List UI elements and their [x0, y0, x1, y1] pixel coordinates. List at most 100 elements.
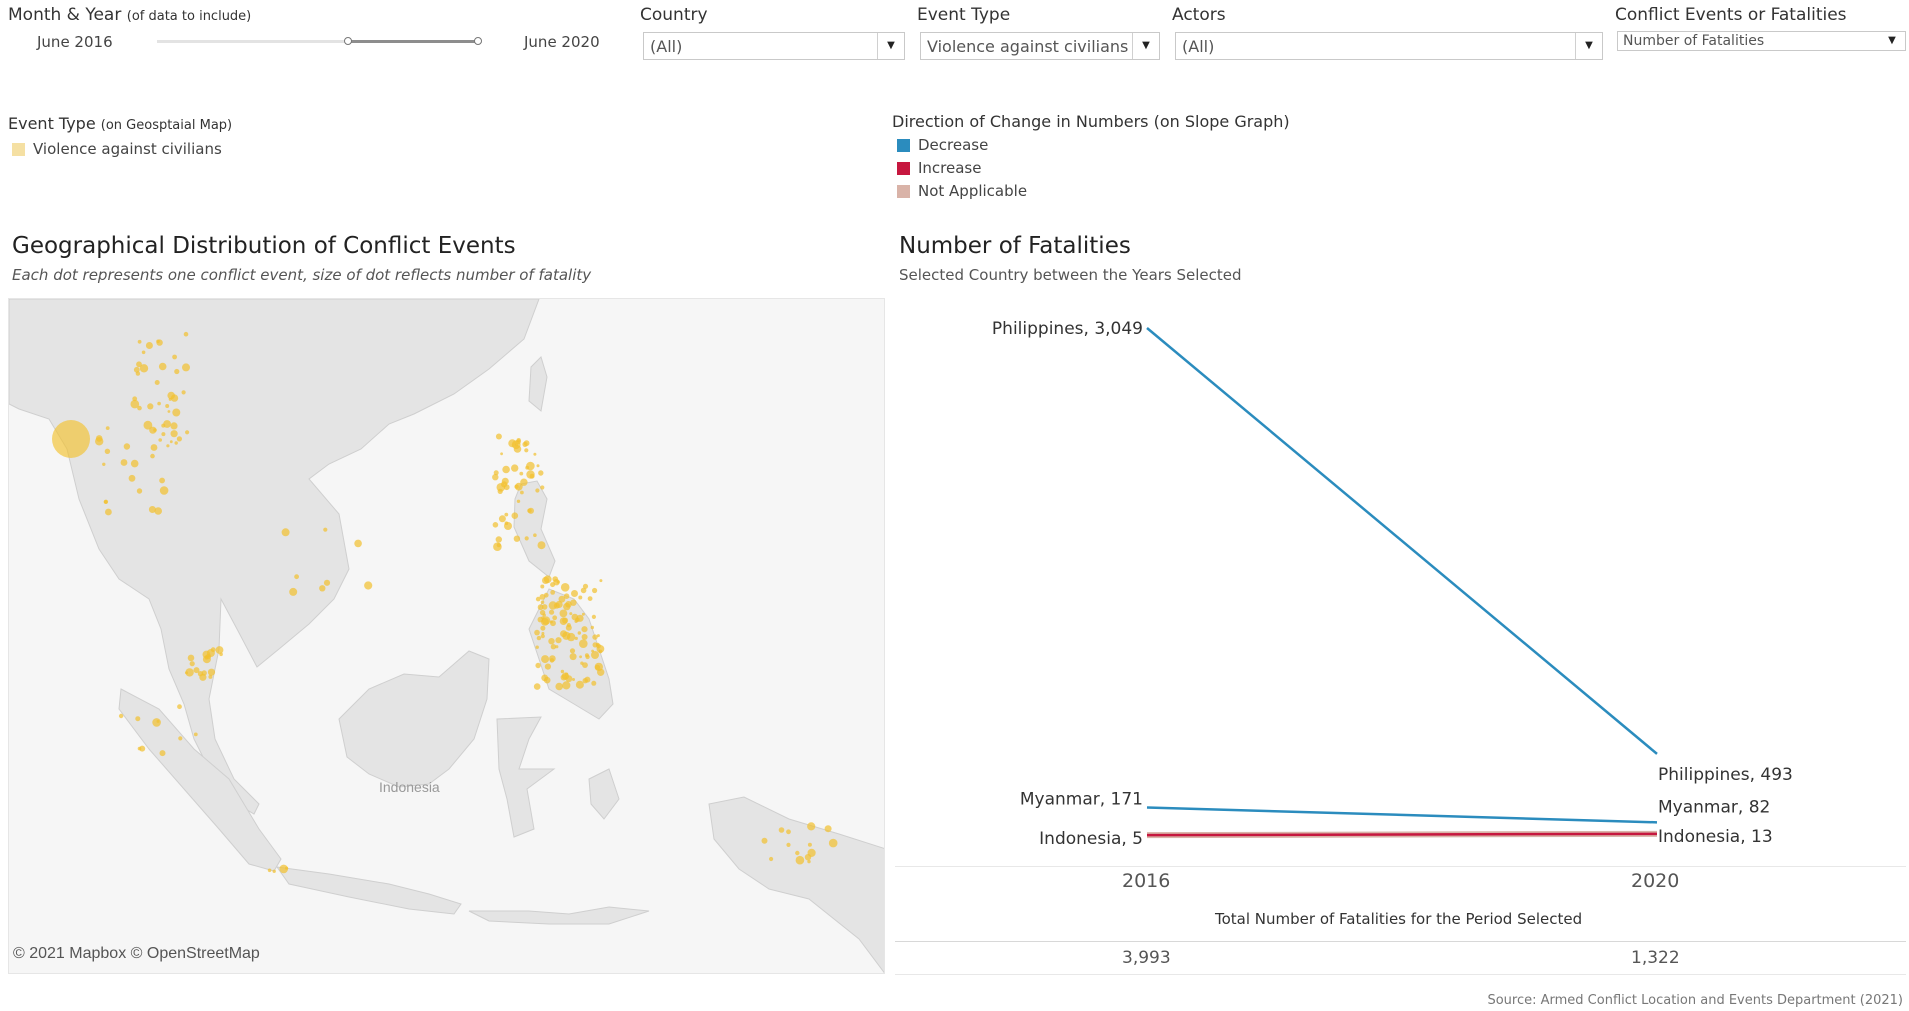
conflict-event-dot[interactable] [565, 624, 572, 631]
conflict-event-dot[interactable] [158, 362, 167, 371]
conflict-event-dot[interactable] [541, 616, 545, 620]
conflict-event-dot[interactable] [137, 339, 142, 344]
conflict-event-dot[interactable] [181, 390, 186, 395]
conflict-event-dot[interactable] [166, 444, 170, 448]
conflict-event-dot[interactable] [569, 612, 573, 616]
conflict-event-dot[interactable] [170, 430, 178, 438]
conflict-event-dot[interactable] [492, 522, 499, 528]
conflict-event-dot[interactable] [514, 484, 519, 489]
conflict-event-dot[interactable] [176, 436, 182, 442]
conflict-event-dot[interactable] [323, 579, 331, 586]
conflict-event-dot[interactable] [524, 536, 529, 541]
conflict-event-dot[interactable] [543, 676, 551, 684]
conflict-event-dot[interactable] [156, 339, 160, 344]
chevron-down-icon[interactable]: ▼ [1575, 33, 1602, 59]
conflict-event-dot[interactable] [513, 535, 521, 542]
conflict-event-dot[interactable] [592, 587, 598, 594]
conflict-event-dot[interactable] [542, 613, 546, 617]
conflict-event-dot[interactable] [520, 478, 528, 486]
conflict-event-dot[interactable] [524, 448, 529, 453]
conflict-event-dot[interactable] [139, 364, 149, 373]
conflict-event-dot[interactable] [158, 438, 162, 442]
conflict-event-dot[interactable] [540, 584, 545, 589]
conflict-event-dot[interactable] [537, 541, 546, 550]
conflict-event-dot[interactable] [533, 533, 537, 537]
conflict-event-dot[interactable] [511, 512, 519, 519]
conflict-event-dot[interactable] [550, 590, 556, 595]
conflict-event-dot[interactable] [569, 648, 576, 654]
conflict-event-dot[interactable] [549, 620, 553, 624]
conflict-event-dot[interactable] [502, 465, 510, 474]
conflict-event-dot[interactable] [364, 581, 373, 590]
conflict-event-dot[interactable] [582, 678, 588, 684]
conflict-event-dot[interactable] [135, 716, 141, 722]
conflict-event-dot[interactable] [137, 405, 142, 411]
conflict-event-dot[interactable] [495, 536, 502, 543]
conflict-event-dot[interactable] [533, 452, 537, 456]
conflict-event-dot[interactable] [133, 366, 140, 373]
conflict-event-dot[interactable] [562, 631, 571, 640]
legend-item-decrease[interactable]: Decrease [897, 136, 988, 154]
conflict-event-dot[interactable] [580, 587, 587, 594]
conflict-event-dot[interactable] [102, 462, 106, 466]
conflict-event-dot[interactable] [128, 474, 136, 482]
conflict-event-dot[interactable] [141, 350, 146, 355]
slope-chart[interactable]: Philippines, 3,049 Philippines, 493 Myanma… [895, 300, 1906, 866]
conflict-event-dot[interactable] [187, 654, 195, 662]
conflict-event-dot[interactable] [786, 829, 791, 835]
conflict-event-dot[interactable] [575, 680, 584, 689]
conflict-event-dot[interactable] [354, 539, 362, 548]
conflict-event-dot[interactable] [581, 634, 588, 640]
conflict-event-dot[interactable] [596, 634, 600, 638]
conflict-event-dot[interactable] [495, 433, 502, 440]
conflict-event-dot[interactable] [579, 639, 588, 648]
conflict-event-dot[interactable] [279, 864, 289, 874]
conflict-event-dot[interactable] [591, 651, 599, 659]
conflict-event-dot[interactable] [595, 642, 600, 647]
conflict-event-dot[interactable] [205, 653, 212, 660]
actors-dropdown[interactable]: (All) ▼ [1175, 32, 1603, 60]
conflict-event-dot[interactable] [526, 470, 535, 479]
conflict-event-dot[interactable] [558, 595, 566, 603]
conflict-event-dot[interactable] [154, 507, 162, 515]
conflict-event-dot[interactable] [294, 574, 299, 580]
conflict-event-dot[interactable] [594, 662, 603, 672]
conflict-event-dot[interactable] [571, 613, 579, 621]
event-type-dropdown[interactable]: Violence against civilians ▼ [920, 32, 1160, 60]
conflict-event-dot[interactable] [599, 579, 603, 583]
conflict-event-dot[interactable] [807, 822, 816, 831]
legend-item-increase[interactable]: Increase [897, 159, 981, 177]
conflict-event-dot-large[interactable] [52, 420, 90, 458]
conflict-event-dot[interactable] [159, 750, 166, 757]
date-range-start-handle[interactable] [344, 37, 352, 45]
conflict-event-dot[interactable] [572, 678, 575, 681]
legend-item-violence-against-civilians[interactable]: Violence against civilians [12, 140, 222, 158]
conflict-event-dot[interactable] [535, 645, 539, 649]
conflict-event-dot[interactable] [581, 612, 585, 616]
conflict-event-dot[interactable] [579, 655, 582, 659]
date-range-track[interactable] [157, 40, 482, 43]
conflict-event-dot[interactable] [199, 673, 207, 681]
conflict-event-dot[interactable] [824, 825, 832, 833]
conflict-event-dot[interactable] [136, 488, 143, 494]
conflict-event-dot[interactable] [535, 488, 540, 493]
chevron-down-icon[interactable]: ▼ [1132, 33, 1159, 59]
conflict-event-dot[interactable] [541, 604, 548, 610]
conflict-event-dot[interactable] [786, 842, 791, 848]
conflict-event-dot[interactable] [577, 631, 581, 635]
conflict-event-dot[interactable] [153, 428, 157, 432]
conflict-event-dot[interactable] [500, 452, 503, 456]
conflict-event-dot[interactable] [165, 404, 170, 408]
conflict-event-dot[interactable] [533, 683, 541, 690]
map-svg[interactable]: Indonesia [9, 299, 885, 974]
conflict-event-dot[interactable] [592, 634, 598, 640]
conflict-event-dot[interactable] [582, 662, 588, 668]
conflict-event-dot[interactable] [498, 515, 506, 523]
conflict-event-dot[interactable] [95, 437, 104, 446]
conflict-event-dot[interactable] [536, 635, 542, 641]
conflict-event-dot[interactable] [130, 399, 140, 409]
conflict-event-dot[interactable] [544, 663, 552, 670]
conflict-event-dot[interactable] [504, 512, 509, 517]
conflict-event-dot[interactable] [323, 527, 328, 532]
conflict-event-dot[interactable] [177, 704, 182, 710]
